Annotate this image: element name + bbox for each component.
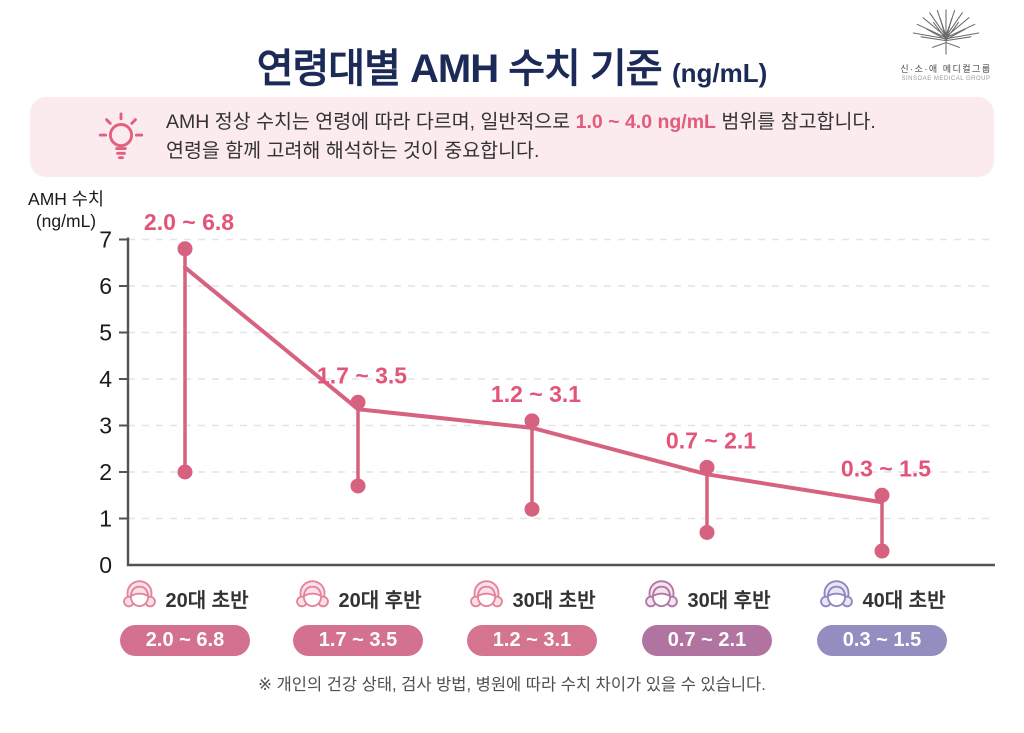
range-value-label: 1.2 ~ 3.1 bbox=[491, 381, 581, 407]
woman-face-icon bbox=[468, 577, 505, 619]
age-group-20-late: 20대 후반 1.7 ~ 3.5 bbox=[273, 578, 443, 656]
woman-face-icon bbox=[121, 577, 158, 619]
range-low-dot bbox=[350, 478, 366, 494]
range-value-label: 2.0 ~ 6.8 bbox=[144, 209, 234, 235]
info-text: AMH 정상 수치는 연령에 따라 다르며, 일반적으로 1.0 ~ 4.0 n… bbox=[166, 108, 876, 166]
y-tick-label: 1 bbox=[99, 506, 112, 532]
age-group-label: 20대 후반 bbox=[338, 589, 422, 612]
y-tick-label: 3 bbox=[99, 413, 112, 439]
brand-logo: 신·소·애 메디컬그룹 SINSOAE MEDICAL GROUP bbox=[884, 8, 1008, 82]
page-title: 연령대별 AMH 수치 기준 (ng/mL) bbox=[0, 36, 1024, 94]
y-tick-label: 6 bbox=[99, 273, 112, 299]
range-value-label: 0.7 ~ 2.1 bbox=[666, 427, 756, 453]
age-group-20-early: 20대 초반 2.0 ~ 6.8 bbox=[100, 578, 270, 656]
y-tick-label: 2 bbox=[99, 459, 112, 485]
range-value-label: 1.7 ~ 3.5 bbox=[317, 362, 407, 388]
woman-face-icon bbox=[643, 577, 680, 619]
range-pill: 2.0 ~ 6.8 bbox=[120, 625, 250, 656]
info-box: AMH 정상 수치는 연령에 따라 다르며, 일반적으로 1.0 ~ 4.0 n… bbox=[30, 97, 994, 177]
range-low-dot bbox=[699, 524, 715, 540]
logo-korean-text: 신·소·애 메디컬그룹 bbox=[900, 64, 992, 74]
range-pill: 0.7 ~ 2.1 bbox=[642, 625, 772, 656]
y-tick-label: 5 bbox=[99, 320, 112, 346]
info-line-1: AMH 정상 수치는 연령에 따라 다르며, 일반적으로 1.0 ~ 4.0 n… bbox=[166, 111, 876, 133]
range-low-dot bbox=[177, 464, 193, 480]
info-line-2: 연령을 함께 고려해 해석하는 것이 중요합니다. bbox=[166, 140, 540, 162]
range-high-dot bbox=[874, 487, 890, 503]
y-tick-label: 7 bbox=[99, 227, 112, 253]
range-high-dot bbox=[177, 241, 193, 257]
age-group-label: 20대 초반 bbox=[165, 589, 249, 612]
range-pill: 1.7 ~ 3.5 bbox=[293, 625, 423, 656]
tree-icon bbox=[906, 9, 986, 60]
title-text: 연령대별 AMH 수치 기준 bbox=[256, 47, 663, 91]
y-tick-label: 0 bbox=[99, 552, 112, 578]
age-group-30-early: 30대 초반 1.2 ~ 3.1 bbox=[447, 578, 617, 656]
logo-english-text: SINSOAE MEDICAL GROUP bbox=[901, 76, 991, 82]
age-group-40-early: 40대 초반 0.3 ~ 1.5 bbox=[797, 578, 967, 656]
age-group-label: 30대 후반 bbox=[687, 589, 771, 612]
age-group-label: 40대 초반 bbox=[862, 589, 946, 612]
woman-face-icon bbox=[294, 577, 331, 619]
lightbulb-icon bbox=[96, 109, 146, 165]
chart-axes bbox=[126, 237, 995, 567]
highlight-range: 1.0 ~ 4.0 ng/mL bbox=[575, 111, 716, 133]
range-low-dot bbox=[524, 501, 540, 517]
range-pill: 1.2 ~ 3.1 bbox=[467, 625, 597, 656]
range-pill: 0.3 ~ 1.5 bbox=[817, 625, 947, 656]
range-high-dot bbox=[524, 413, 540, 429]
age-group-label: 30대 초반 bbox=[512, 589, 596, 612]
woman-face-icon bbox=[818, 577, 855, 619]
footnote: ※ 개인의 건강 상태, 검사 방법, 병원에 따라 수치 차이가 있을 수 있… bbox=[258, 676, 766, 694]
age-group-30-late: 30대 후반 0.7 ~ 2.1 bbox=[622, 578, 792, 656]
range-high-dot bbox=[350, 394, 366, 410]
y-tick-label: 4 bbox=[99, 366, 112, 392]
y-axis-label: AMH 수치 (ng/mL) bbox=[28, 189, 104, 231]
range-value-label: 0.3 ~ 1.5 bbox=[841, 455, 931, 481]
title-unit: (ng/mL) bbox=[671, 58, 768, 88]
range-high-dot bbox=[699, 459, 715, 475]
range-low-dot bbox=[874, 543, 890, 559]
